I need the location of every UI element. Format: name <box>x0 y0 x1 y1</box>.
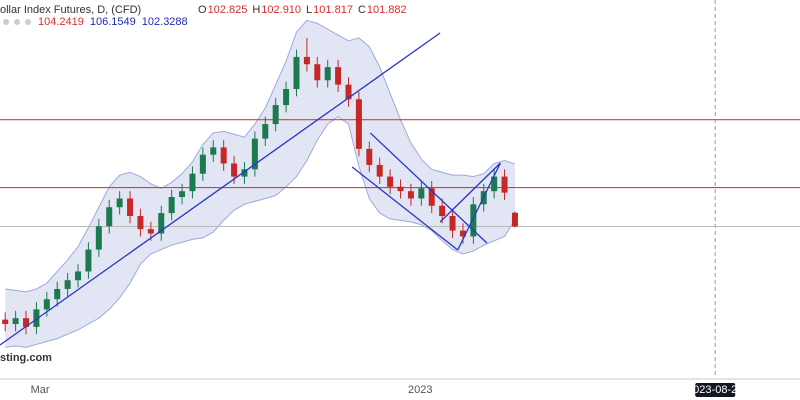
candle-body <box>220 147 227 164</box>
chart-title: ollar Index Futures, D, (CFD) <box>0 4 141 16</box>
candle-body <box>293 56 300 90</box>
candle-body <box>449 216 456 231</box>
candle-body <box>137 216 144 230</box>
candle-body <box>314 64 321 81</box>
candle-body <box>106 207 113 227</box>
candle-body <box>95 226 102 250</box>
indicator-value: 102.3288 <box>142 16 188 28</box>
x-tick-label: Mar <box>31 384 50 396</box>
ohlc-key: H <box>252 4 260 16</box>
candle-body <box>116 198 123 208</box>
candle-body <box>199 154 206 174</box>
icon <box>25 19 31 25</box>
x-tick-label: 2023-08-22 <box>687 384 743 396</box>
candle-body <box>64 280 71 289</box>
band-fill <box>5 20 515 348</box>
ohlc-value: 101.817 <box>313 4 353 16</box>
candle-body <box>366 148 373 165</box>
indicator-legend: 104.2419 106.1549 102.3288 <box>3 16 188 28</box>
candle-body <box>251 138 258 170</box>
candle-body <box>231 163 238 177</box>
candle-body <box>75 271 82 281</box>
trendline <box>439 162 501 223</box>
candle-body <box>324 67 331 81</box>
candle-body <box>12 318 19 324</box>
indicator-value: 104.2419 <box>38 16 84 28</box>
candle-body <box>2 319 9 324</box>
candle-body <box>428 188 435 206</box>
candle-body <box>283 89 290 106</box>
band-lower <box>5 116 516 348</box>
candle-body <box>189 173 196 192</box>
candle-body <box>355 99 362 149</box>
band-upper <box>5 19 516 293</box>
candle-body <box>511 212 518 227</box>
candle-body <box>147 229 154 234</box>
candle-body <box>43 299 50 310</box>
ohlc-value: 101.882 <box>367 4 407 16</box>
candle-body <box>345 84 352 100</box>
ohlc-value: 102.825 <box>208 4 248 16</box>
candle-body <box>241 169 248 177</box>
candle-body <box>262 124 269 139</box>
trendline <box>351 166 459 251</box>
candle-body <box>459 230 466 237</box>
candle-body <box>127 198 134 216</box>
indicator-value: 106.1549 <box>90 16 136 28</box>
candle-body <box>33 309 40 327</box>
x-tick-label: 2023 <box>408 384 432 396</box>
candle-body <box>376 164 383 177</box>
candle-body <box>85 249 92 272</box>
candle-body <box>23 318 30 327</box>
candle-body <box>54 288 61 300</box>
candle-body <box>501 176 508 193</box>
candle-body <box>303 56 310 65</box>
candle-body <box>407 191 414 199</box>
candle-body <box>418 188 425 199</box>
trendline <box>369 132 488 244</box>
icon <box>14 19 20 25</box>
candle-body <box>387 176 394 187</box>
ohlc-value: 102.910 <box>261 4 301 16</box>
candle-body <box>168 197 175 214</box>
plot-area <box>0 0 800 378</box>
trendline <box>0 32 441 346</box>
date-label-box <box>695 383 736 397</box>
candle-body <box>272 105 279 125</box>
icon <box>3 19 9 25</box>
ohlc-key: O <box>198 4 207 16</box>
watermark: sting.com <box>0 352 52 364</box>
candle-body <box>439 205 446 216</box>
ohlc-key: C <box>358 4 366 16</box>
candle-body <box>158 213 165 234</box>
candle-body <box>335 67 342 85</box>
ohlc-legend: O 102.825 H 102.910 L 101.817 C 101.882 <box>198 4 407 16</box>
trendline <box>457 162 501 251</box>
candle-body <box>491 176 498 192</box>
candle-body <box>397 186 404 192</box>
candle-body <box>179 191 186 198</box>
candle-body <box>470 204 477 237</box>
candle-body <box>210 147 217 155</box>
ohlc-key: L <box>306 4 312 16</box>
